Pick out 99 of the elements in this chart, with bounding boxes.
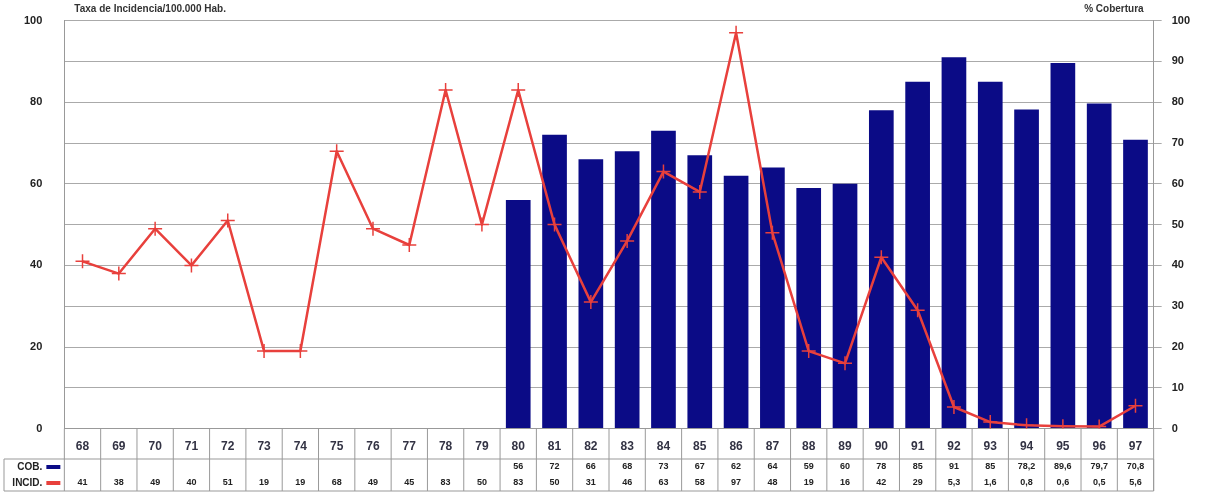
data-label: 31 (585, 477, 596, 488)
data-label: 89,6 (1054, 461, 1072, 472)
y2-tick-label: 40 (1171, 258, 1184, 271)
x-tick-label: 93 (983, 439, 998, 454)
y2-tick-label: 50 (1171, 217, 1184, 230)
data-label: 83 (440, 477, 451, 488)
data-label: 79,7 (1090, 461, 1108, 472)
data-label: 85 (912, 461, 923, 472)
data-label: 83 (513, 477, 524, 488)
x-tick-label: 91 (910, 439, 925, 454)
data-label: 97 (731, 477, 742, 488)
y2-tick-label: 70 (1171, 136, 1184, 149)
data-label: 45 (404, 477, 415, 488)
x-tick-label: 90 (874, 439, 889, 454)
data-label: 73 (658, 461, 669, 472)
y-tick-label: 80 (30, 95, 43, 108)
legend-label: COB. (17, 460, 43, 472)
data-label: 0,6 (1056, 477, 1070, 488)
x-tick-label: 96 (1092, 439, 1107, 454)
x-tick-label: 73 (257, 439, 272, 454)
data-label: 48 (767, 477, 778, 488)
y2-tick-label: 0 (1171, 421, 1178, 434)
data-label: 59 (803, 461, 814, 472)
data-label: 40 (186, 477, 197, 488)
data-label: 67 (694, 461, 705, 472)
x-tick-label: 81 (547, 439, 562, 454)
data-label: 62 (731, 461, 742, 472)
data-label: 50 (476, 477, 487, 488)
data-label: 19 (295, 477, 306, 488)
x-tick-label: 97 (1128, 439, 1143, 454)
y2-tick-label: 10 (1171, 380, 1184, 393)
y-tick-label: 0 (36, 421, 43, 434)
data-label: 91 (948, 461, 959, 472)
x-tick-label: 70 (148, 439, 163, 454)
x-tick-label: 83 (620, 439, 635, 454)
x-tick-label: 79 (475, 439, 489, 454)
x-tick-label: 82 (584, 439, 598, 454)
x-tick-label: 80 (511, 439, 526, 454)
x-tick-label: 85 (693, 439, 707, 454)
data-label: 42 (876, 477, 887, 488)
x-tick-label: 94 (1019, 439, 1034, 454)
data-label: 49 (150, 477, 161, 488)
data-label: 78 (876, 461, 887, 472)
data-label: 64 (767, 461, 778, 472)
x-tick-label: 72 (221, 439, 235, 454)
data-label: 49 (367, 477, 378, 488)
x-tick-label: 76 (366, 439, 380, 454)
data-label: 0,5 (1092, 477, 1106, 488)
x-tick-label: 78 (438, 439, 453, 454)
x-tick-label: 89 (838, 439, 853, 454)
data-label: 72 (549, 461, 560, 472)
x-tick-label: 71 (184, 439, 199, 454)
y2-tick-label: 60 (1171, 176, 1184, 189)
data-label: 60 (840, 461, 851, 472)
x-tick-label: 88 (802, 439, 816, 454)
y2-tick-label: 90 (1171, 54, 1184, 67)
x-tick-label: 75 (330, 439, 344, 454)
data-label: 19 (803, 477, 814, 488)
data-label: 85 (985, 461, 996, 472)
data-label: 5,3 (947, 477, 961, 488)
data-label: 63 (658, 477, 669, 488)
y-tick-label: 40 (30, 258, 43, 271)
y-tick-label: 100 (23, 13, 43, 26)
data-label: 68 (331, 477, 342, 488)
legend-label: INCID. (12, 476, 43, 488)
data-label: 19 (259, 477, 270, 488)
x-tick-label: 69 (112, 439, 126, 454)
x-tick-label: 86 (729, 439, 744, 454)
data-label: 38 (113, 477, 124, 488)
data-label: 46 (622, 477, 633, 488)
data-label: 56 (513, 461, 524, 472)
x-tick-label: 84 (656, 439, 671, 454)
x-tick-label: 95 (1056, 439, 1070, 454)
data-label: 58 (694, 477, 705, 488)
x-tick-label: 74 (293, 439, 308, 454)
data-label: 78,2 (1017, 461, 1036, 472)
data-label: 51 (222, 477, 233, 488)
y2-tick-label: 100 (1171, 13, 1191, 26)
y-tick-label: 20 (30, 340, 43, 353)
data-label: 5,6 (1129, 477, 1142, 488)
data-label: 29 (912, 477, 923, 488)
x-tick-label: 92 (947, 439, 961, 454)
y2-tick-label: 80 (1171, 95, 1184, 108)
data-label: 70,8 (1126, 461, 1145, 472)
data-label: 41 (77, 477, 88, 488)
data-label: 16 (840, 477, 851, 488)
x-tick-label: 68 (75, 439, 90, 454)
y-axis-title: Taxa de Incidencia/100.000 Hab. (74, 2, 227, 14)
data-label: 1,6 (984, 477, 997, 488)
y2-tick-label: 30 (1171, 299, 1184, 312)
y2-axis-title: % Cobertura (1084, 2, 1145, 14)
data-label: 0,8 (1020, 477, 1033, 488)
y-tick-label: 60 (30, 176, 43, 189)
x-tick-label: 77 (402, 439, 417, 454)
data-label: 68 (622, 461, 633, 472)
x-tick-label: 87 (765, 439, 780, 454)
data-label: 66 (585, 461, 596, 472)
y2-tick-label: 20 (1171, 340, 1184, 353)
data-label: 50 (549, 477, 560, 488)
